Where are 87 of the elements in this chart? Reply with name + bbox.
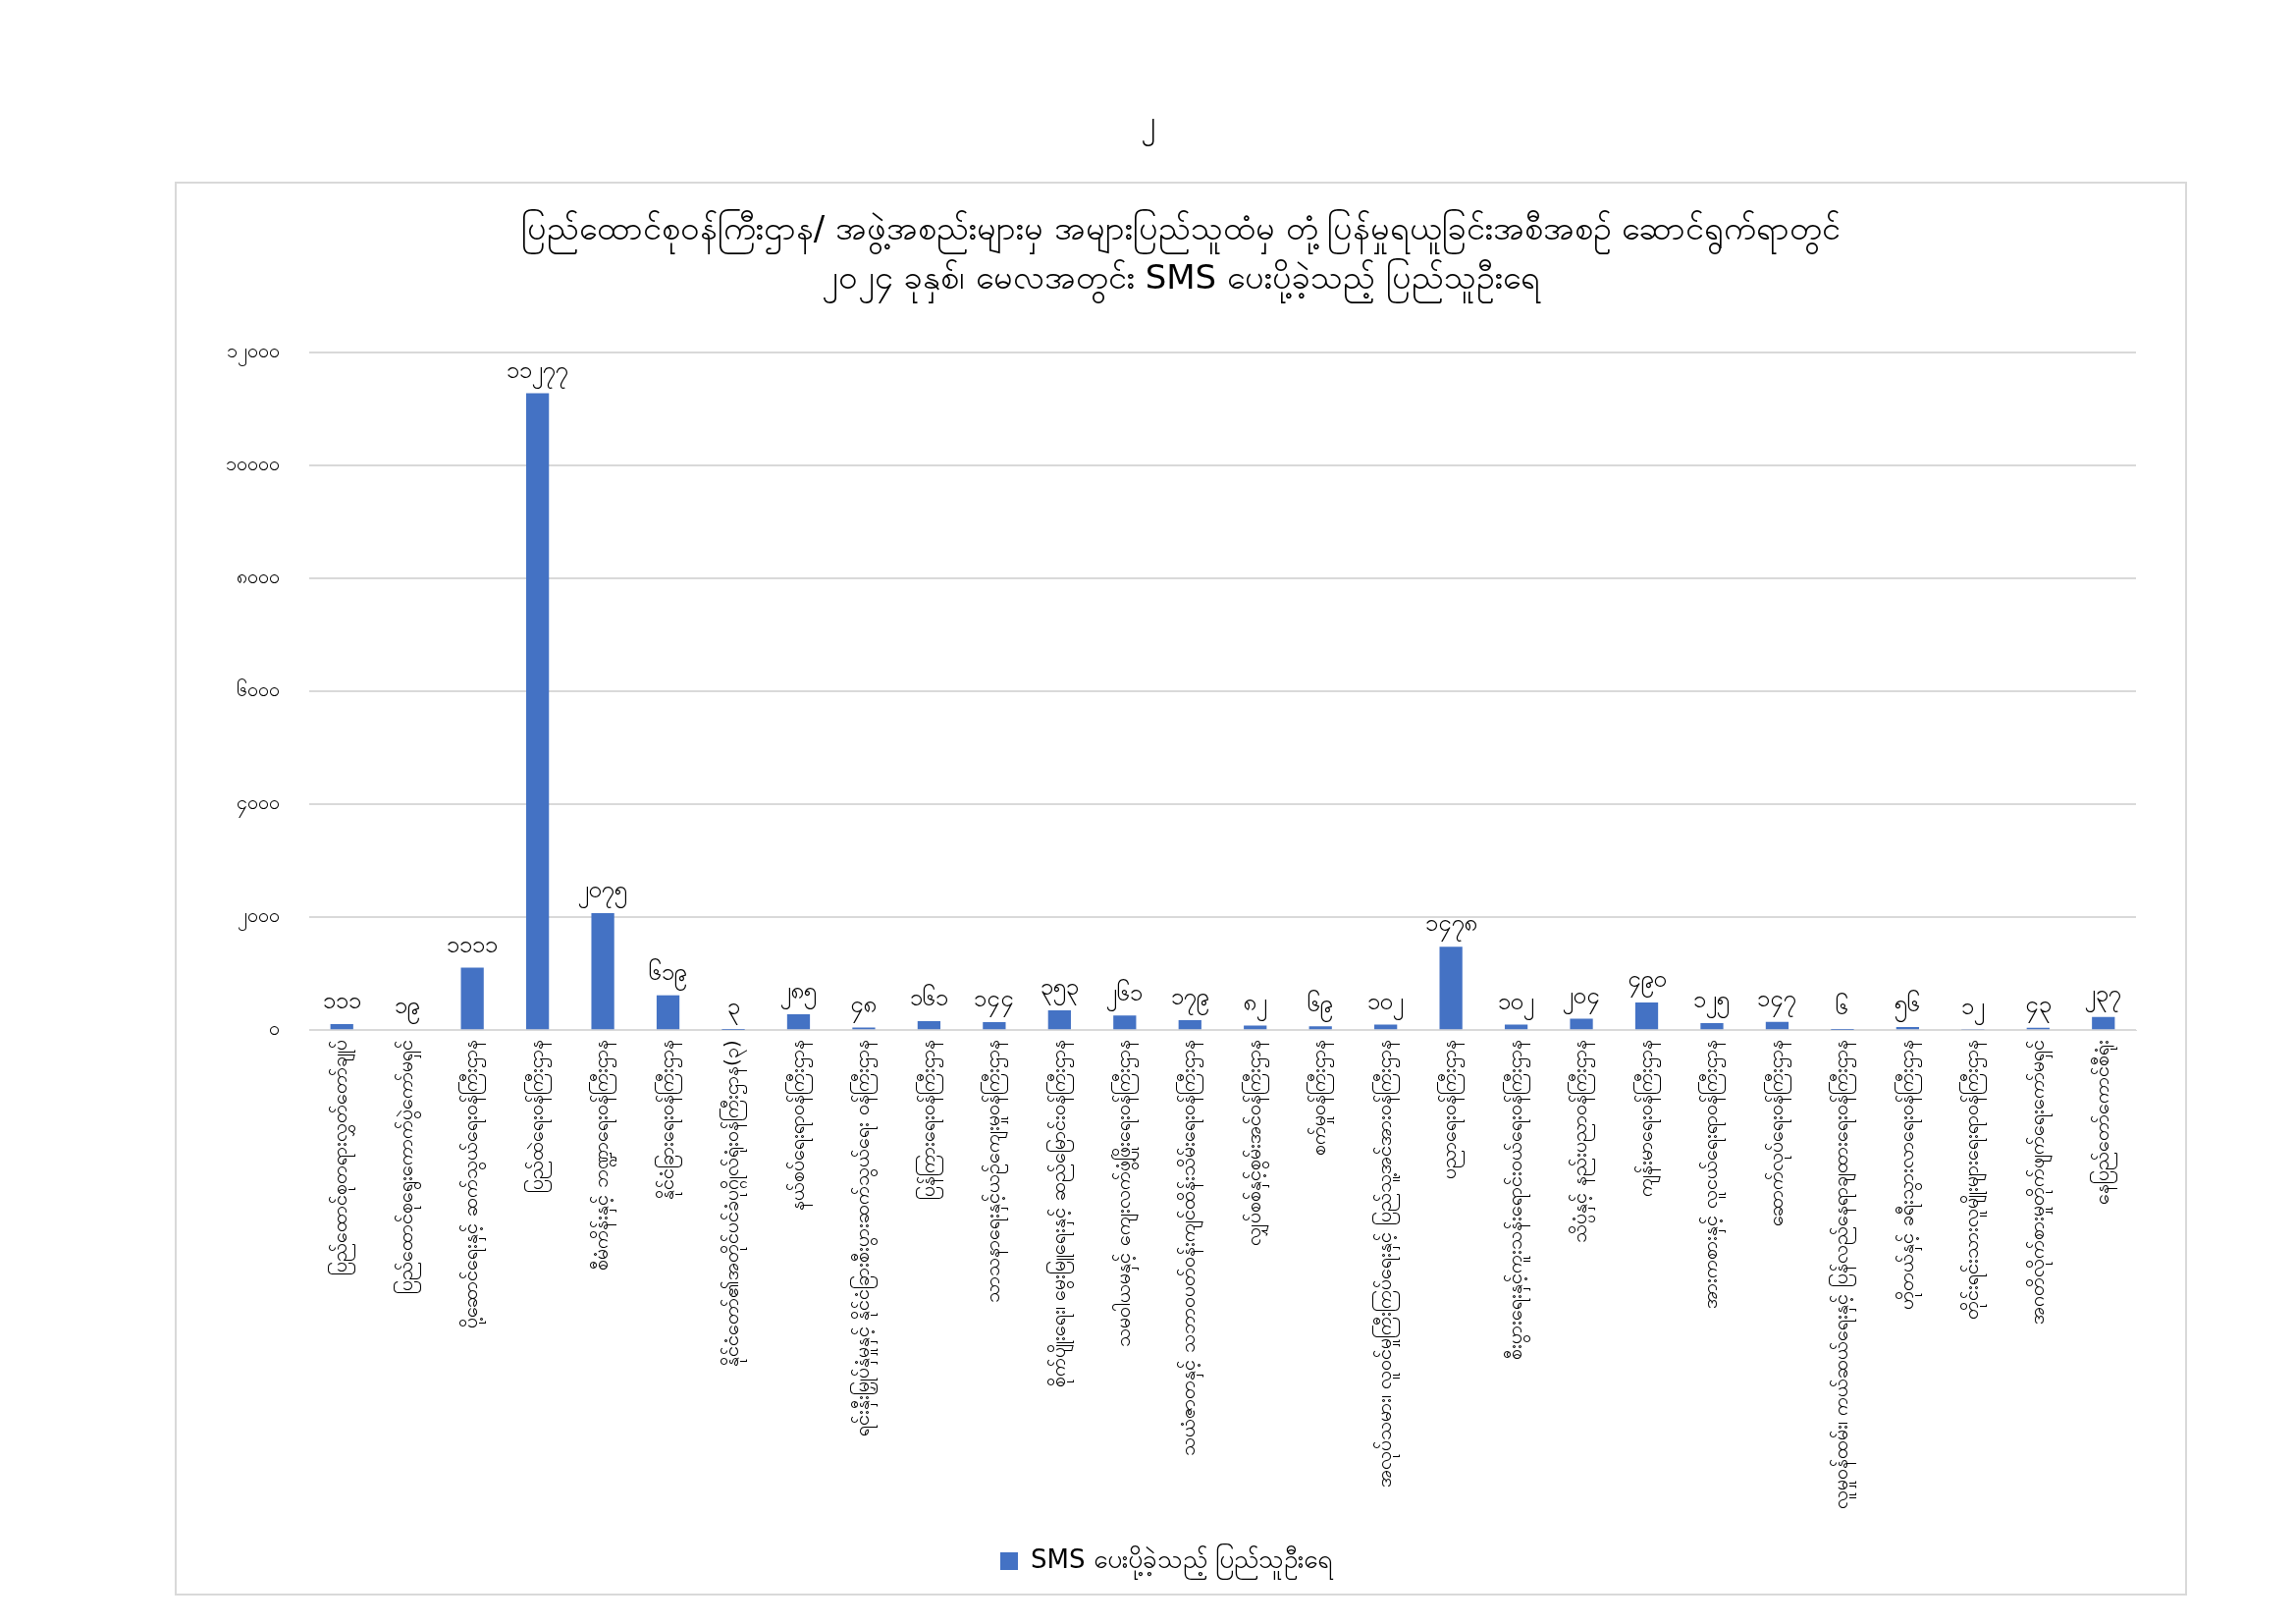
data-label: ၄၉၀	[1627, 965, 1667, 999]
x-tick-label: လျှပ်စစ်နှင့်စွမ်းအင်ဝန်ကြီးဌာန	[1241, 1040, 1269, 1247]
bar	[1178, 1019, 1201, 1030]
y-tick-label: ၁၂၀၀၀	[227, 339, 280, 367]
x-tick-label: နိုင်ငံတော်၏အတိုင်ပင်ခံပုဂ္ဂိုလ်ရုံးဝန်ကြီးဌာန(၃)	[720, 1040, 748, 1367]
data-label: ၁၂၅	[1693, 986, 1731, 1019]
data-label: ၂၈၅	[779, 977, 817, 1010]
data-label: ၄၈	[850, 990, 878, 1023]
bar	[525, 393, 550, 1030]
x-tick-label: သာသနာရေးနှင့်ယဉ်ကျေးမှုဝန်ကြီးဌာန	[981, 1040, 1009, 1304]
y-tick-label: ၁၀၀၀၀	[226, 452, 280, 476]
data-label: ၂၀၇၅	[578, 876, 628, 909]
bar	[460, 967, 484, 1030]
data-label: ၁၉	[394, 992, 420, 1025]
x-tick-label: စီမံကိန်းနှင့် ဘဏ္ဍာရေးဝန်ကြီးဌာန	[589, 1040, 617, 1271]
chart-subtitle: ၂၀၂၄ ခုနှစ်၊ မေလအတွင်း SMS ပေးပို့ခဲ့သည့် ပြည်သူဦးရေ	[821, 256, 1542, 301]
legend-label: SMS ပေးပို့ခဲ့သည့် ပြည်သူဦးရေ	[1031, 1542, 1334, 1580]
x-tick-label: ပညာရေးဝန်ကြီးဌာန	[1437, 1040, 1466, 1180]
x-tick-label: အလုပ်သမား၊ လူဝင်မှုကြီးကြပ်ရေးနှင့် ပြည်သူ့အင်အားဝန်ကြီးဌာန	[1371, 1040, 1400, 1488]
x-tick-label: ပြည်ထောင်စုတရားလွှတ်တော်ချုပ်	[328, 1040, 356, 1276]
bar	[1570, 1018, 1593, 1030]
bar	[1308, 1026, 1332, 1030]
x-tick-label: သယံဇာတနှင့် သဘာဝပတ်ဝန်းကျင်ထိန်းသိမ်းရေးဝန်ကြီးဌာန	[1176, 1040, 1204, 1456]
text: ၂	[1140, 104, 1156, 147]
y-tick-label: ၀	[269, 1016, 280, 1041]
data-label: ၁၁၁၁	[447, 930, 499, 958]
data-label: ၁၇၉	[1170, 983, 1209, 1016]
data-label: ၁၄၄	[974, 985, 1015, 1018]
y-tick-label: ၄၀၀၀	[237, 790, 280, 819]
data-label: ၆၁၉	[649, 956, 688, 991]
x-tick-label: သိပ္ပံနှင့် နည်းပညာဝန်ကြီးဌာန	[1568, 1040, 1596, 1243]
x-tick-label: အဂတိလိုက်စားမှုတိုက်ဖျက်ရေးကော်မရှင်	[2024, 1040, 2053, 1326]
x-tick-label: နယ်စပ်ရေးရာဝန်ကြီးဌာန	[784, 1040, 813, 1212]
y-tick-label: ၆၀၀၀	[237, 677, 280, 702]
data-label: ၅၆	[1895, 989, 1921, 1023]
bar	[1439, 947, 1463, 1030]
data-label: ၃	[726, 993, 740, 1026]
y-tick-label: ၂၀၀၀	[238, 903, 280, 932]
data-label: ၁၄၇	[1757, 985, 1797, 1018]
x-tick-label: စီးပွားရေးနှင့်ကူးသန်းရောင်းဝယ်ရေးဝန်ကြီးဌာန	[1502, 1040, 1530, 1361]
x-tick-label: ဟိုတယ်နှင့် ခရီးသွားလာရေးဝန်ကြီးဌာန	[1894, 1040, 1922, 1310]
data-label: ၄၃	[2024, 991, 2052, 1024]
x-tick-label: စိုက်ပျိုးရေး၊ မွေးမြူရေးနှင့် ဆည်မြောင်းဝန်ကြီးဌာန	[1045, 1040, 1074, 1387]
bar	[1047, 1009, 1071, 1030]
x-tick-label: သမဝါယမနှင့် ကျေးလက်ဖွံ့ဖြိုးရေးဝန်ကြီးဌာန	[1111, 1040, 1140, 1347]
data-label: ၈၂	[1243, 988, 1267, 1021]
x-tick-label: လူမှုဝန်ထမ်း၊ ကယ်ဆယ်ရေးနှင့် ပြန်လည်နေရာချထားရေးဝန်ကြီးဌာန	[1829, 1040, 1857, 1509]
x-tick-label: ရင်းနှီးမြှုပ်နှံမှုနှင့် နိုင်ငံခြားစီးပွားဆက်သွယ်ရေး ဝန်ကြီးဌာန	[850, 1040, 879, 1436]
x-tick-label: နေပြည်တော်ကောင်စီရုံး	[2089, 1040, 2117, 1206]
x-tick-label: ဆောက်လုပ်ရေးဝန်ကြီးဌာန	[1763, 1040, 1791, 1227]
data-label: ၂၆၁	[1106, 977, 1144, 1011]
bar	[330, 1023, 353, 1030]
x-tick-label: စက်မှုဝန်ကြီးဌာန	[1307, 1040, 1335, 1157]
bar	[1634, 1002, 1659, 1030]
data-label: ၁၀၂	[1367, 987, 1405, 1020]
x-tick-label: ကျန်းမာရေးဝန်ကြီးဌာန	[1632, 1040, 1661, 1198]
bar	[1374, 1024, 1398, 1030]
bar	[1765, 1021, 1789, 1030]
bar	[1700, 1023, 1724, 1030]
x-tick-label: ပြည်ထဲရေးဝန်ကြီးဌာန	[523, 1040, 552, 1194]
data-label: ၃၅၃	[1040, 973, 1079, 1006]
bar	[1113, 1015, 1137, 1030]
data-label: ၂၃၇	[2085, 979, 2122, 1012]
data-label: ၁၁၂၇၇	[507, 355, 569, 389]
bar	[591, 912, 614, 1030]
x-tick-label: ပြည်ထောင်စုရွေးကောက်ပွဲကော်မရှင်	[393, 1040, 421, 1295]
data-label: ၁၁၁	[322, 987, 361, 1015]
bar	[656, 995, 680, 1030]
bar	[983, 1022, 1006, 1030]
bar	[917, 1021, 941, 1030]
bar	[2092, 1016, 2115, 1030]
x-tick-label: အားကစားနှင့် လူငယ်ရေးရာဝန်ကြီးဌာန	[1698, 1040, 1727, 1309]
y-tick-label: ၈၀၀၀	[237, 565, 280, 589]
x-tick-label: ပြန်ကြားရေးဝန်ကြီးဌာန	[915, 1040, 943, 1201]
x-tick-label: တိုင်းရင်းသားလူမျိုးများရေးရာဝန်ကြီးဌာန	[1959, 1040, 1988, 1321]
data-label: ၁၀၂	[1498, 987, 1535, 1020]
data-label: ၂၀၄	[1563, 981, 1601, 1014]
data-label: ၆	[1836, 992, 1849, 1021]
data-label: ၆၉	[1308, 988, 1334, 1022]
chart-title: ပြည်ထောင်စုဝန်ကြီးဌာန/ အဖွဲ့အစည်းများမှ အများပြည်သူထံမှ တုံ့ပြန်မှုရယူခြင်းအစီအစဉ် ဆောင်ရွက်ရာတွင်	[519, 207, 1842, 252]
data-label: ၁၄၇၈	[1424, 909, 1477, 943]
x-tick-label: ပို့ဆောင်ရေးနှင့် ဆက်သွယ်ရေးဝန်ကြီးဌာန	[458, 1040, 487, 1328]
bar	[786, 1013, 811, 1030]
data-label: ၁၆၁	[909, 983, 948, 1012]
data-label: ၁၂	[1960, 992, 1985, 1025]
x-tick-label: နိုင်ငံခြားရေးဝန်ကြီးဌာန	[654, 1040, 682, 1201]
bar	[1504, 1024, 1528, 1030]
